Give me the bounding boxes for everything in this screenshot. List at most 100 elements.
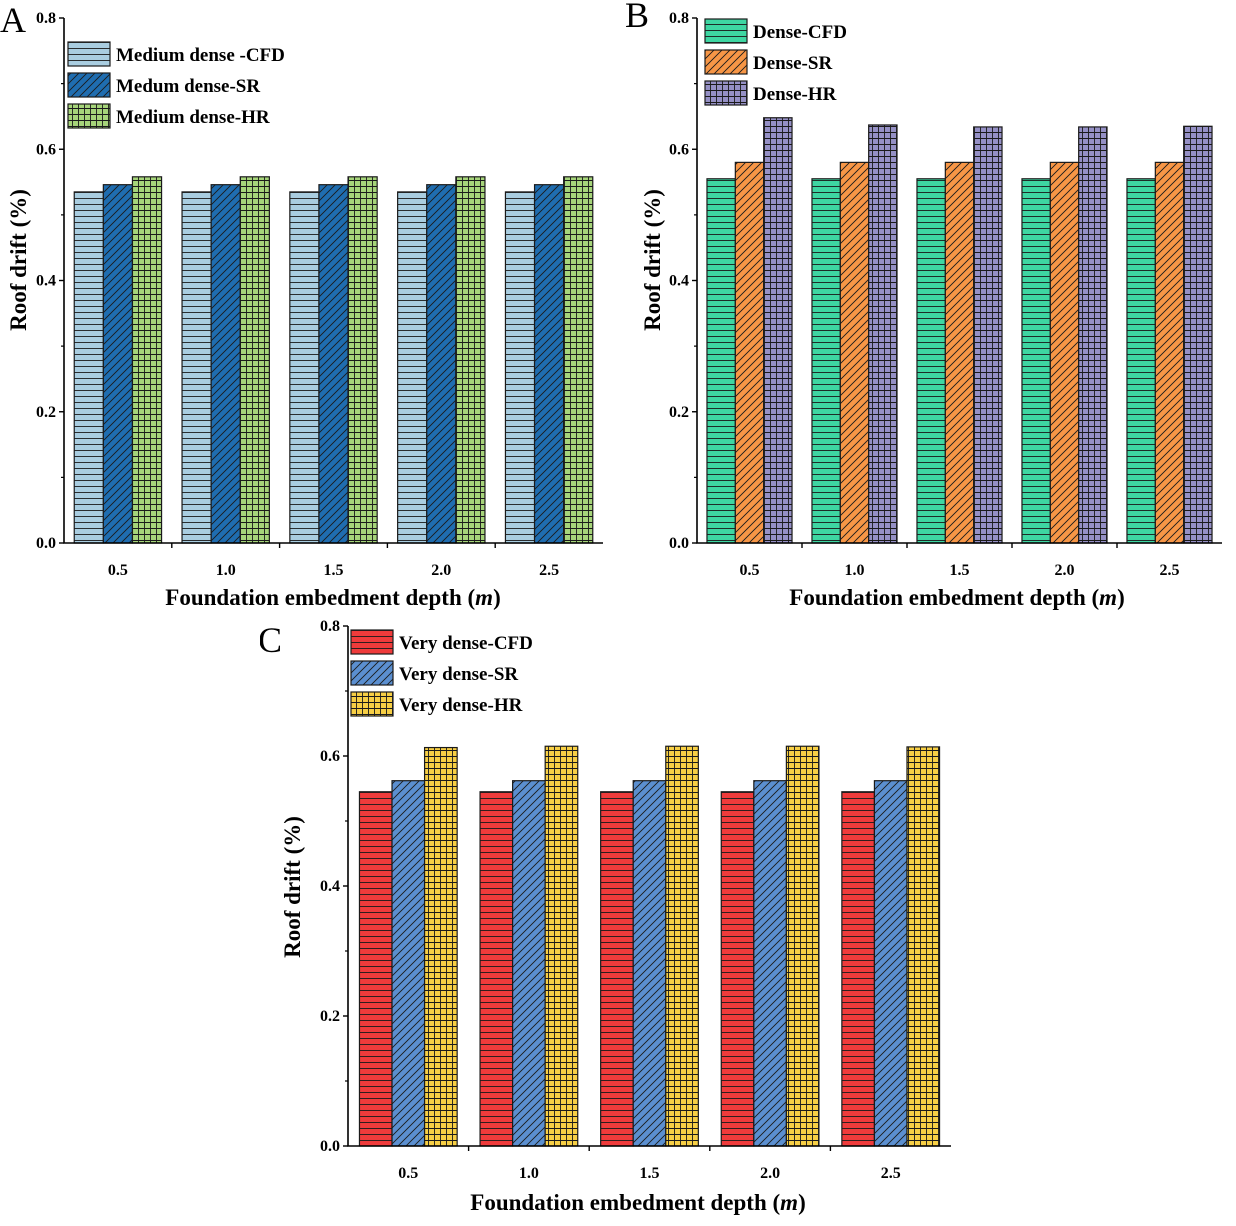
bar-b-s1-c4 <box>1154 161 1185 544</box>
legend-label-c-2: Very dense-HR <box>399 695 523 716</box>
bar-c-s1-c4 <box>873 780 908 1147</box>
bar-a-s1-c4 <box>533 184 565 544</box>
x-tick-label-c-1: 1.0 <box>519 1165 539 1182</box>
bar-b-s1-c1 <box>839 161 870 544</box>
bar-b-s2-c0 <box>763 117 793 544</box>
chart-panel-a: A 0.0 0.2 0.4 0.6 0.8 0.5 1.0 1.5 2.0 2.5 Foundatio… <box>0 0 620 615</box>
y-tick-label-a-4: 0.8 <box>36 10 56 27</box>
bar-b-s0-c4 <box>1126 178 1156 544</box>
legend-swatch-b-2 <box>704 80 748 106</box>
bar-c-s2-c3 <box>785 745 820 1147</box>
bar-a-s1-c1 <box>210 184 241 544</box>
bar-b-s2-c1 <box>868 124 898 544</box>
bar-a-s2-c0 <box>131 176 163 544</box>
x-tick-label-b-2: 1.5 <box>950 562 970 579</box>
x-tick-label-a-2: 1.5 <box>324 562 344 579</box>
y-tick-label-a-2: 0.4 <box>36 273 56 290</box>
bar-c-s2-c1 <box>544 745 579 1147</box>
bar-a-s2-c2 <box>347 176 378 544</box>
bar-a-s1-c2 <box>318 184 349 544</box>
x-tick-label-b-0: 0.5 <box>740 562 760 579</box>
legend-label-b-2: Dense-HR <box>753 84 837 105</box>
bar-b-s0-c3 <box>1021 178 1051 544</box>
x-axis-title-c: Foundation embedment depth (m) <box>470 1190 805 1215</box>
bar-c-s1-c1 <box>512 780 546 1147</box>
bar-a-s0-c0 <box>73 191 104 544</box>
x-tick-label-c-4: 2.5 <box>881 1165 901 1182</box>
x-tick-label-b-1: 1.0 <box>845 562 865 579</box>
legend-swatch-a-0 <box>67 41 111 67</box>
bar-c-s0-c2 <box>600 791 634 1147</box>
x-tick-label-c-2: 1.5 <box>640 1165 660 1182</box>
legend-label-c-1: Very dense-SR <box>399 664 518 685</box>
bar-c-s2-c4 <box>906 746 941 1147</box>
legend-swatch-b-1 <box>704 49 748 75</box>
bar-a-s2-c1 <box>239 176 270 544</box>
panel-letter-c: C <box>260 620 282 660</box>
y-tick-label-c-2: 0.4 <box>320 878 340 895</box>
y-tick-label-c-0: 0.0 <box>320 1138 340 1155</box>
bar-c-s0-c3 <box>720 791 755 1147</box>
bar-c-s0-c1 <box>479 791 514 1147</box>
y-tick-label-a-3: 0.6 <box>36 141 56 158</box>
y-tick-label-b-1: 0.2 <box>669 404 689 421</box>
bar-c-s0-c4 <box>841 791 876 1147</box>
y-tick-label-b-3: 0.6 <box>669 141 689 158</box>
bar-b-s1-c2 <box>944 161 975 544</box>
legend-label-c-0: Very dense-CFD <box>399 633 533 654</box>
bar-b-s1-c3 <box>1049 161 1080 544</box>
legend-label-a-1: Medum dense-SR <box>116 76 260 97</box>
bar-b-s0-c0 <box>706 178 736 544</box>
y-tick-label-a-0: 0.0 <box>36 535 56 552</box>
legend-label-b-0: Dense-CFD <box>753 22 847 43</box>
y-tick-label-b-4: 0.8 <box>669 10 689 27</box>
chart-panel-c: C 0.0 0.2 0.4 0.6 0.8 0.5 1.0 1.5 2.0 2.5 Foundatio… <box>258 612 980 1221</box>
legend-swatch-b-0 <box>704 18 748 44</box>
x-tick-label-c-3: 2.0 <box>760 1165 780 1182</box>
bar-a-s0-c1 <box>181 191 212 544</box>
bar-a-s1-c0 <box>102 184 134 544</box>
x-tick-label-a-3: 2.0 <box>431 562 451 579</box>
legend-swatch-c-0 <box>350 629 394 655</box>
bar-a-s2-c3 <box>455 176 486 544</box>
y-axis-title-b: Roof drift (%) <box>640 189 665 331</box>
y-tick-label-c-4: 0.8 <box>320 618 340 635</box>
legend-label-a-0: Medium dense -CFD <box>116 45 285 66</box>
bar-b-s0-c2 <box>916 178 946 544</box>
panel-letter-b: B <box>625 0 649 35</box>
x-tick-label-a-0: 0.5 <box>108 562 128 579</box>
y-tick-label-b-0: 0.0 <box>669 535 689 552</box>
x-axis-title-a: Foundation embedment depth (m) <box>165 585 500 610</box>
chart-panel-b: B 0.0 0.2 0.4 0.6 0.8 0.5 1.0 1.5 2.0 2.5 Foundatio… <box>620 0 1236 615</box>
chart-a-svg: A 0.0 0.2 0.4 0.6 0.8 0.5 1.0 1.5 2.0 2.5 Foundatio… <box>0 0 603 610</box>
x-tick-label-a-1: 1.0 <box>216 562 236 579</box>
bar-c-s1-c0 <box>391 780 426 1147</box>
x-tick-label-c-0: 0.5 <box>398 1165 418 1182</box>
bar-c-s1-c3 <box>753 780 787 1147</box>
bar-a-s0-c4 <box>504 191 536 544</box>
bar-a-s0-c3 <box>397 191 428 544</box>
x-tick-label-b-4: 2.5 <box>1160 562 1180 579</box>
legend-label-a-2: Medium dense-HR <box>116 107 270 128</box>
bar-a-s0-c2 <box>289 191 320 544</box>
chart-c-svg: C 0.0 0.2 0.4 0.6 0.8 0.5 1.0 1.5 2.0 2.5 Foundatio… <box>258 618 951 1215</box>
bar-b-s2-c4 <box>1183 125 1213 544</box>
bar-b-s2-c2 <box>973 126 1003 544</box>
y-tick-label-c-3: 0.6 <box>320 748 340 765</box>
y-axis-title-a: Roof drift (%) <box>6 189 31 331</box>
x-axis-title-b: Foundation embedment depth (m) <box>789 585 1124 610</box>
bar-c-s0-c0 <box>358 791 393 1147</box>
legend-swatch-c-1 <box>350 660 394 686</box>
x-tick-label-b-3: 2.0 <box>1055 562 1075 579</box>
bar-b-s1-c0 <box>734 161 765 544</box>
legend-swatch-a-2 <box>67 103 111 129</box>
legend-swatch-c-2 <box>350 691 394 717</box>
bar-c-s1-c2 <box>632 780 667 1147</box>
y-axis-title-c: Roof drift (%) <box>280 816 305 958</box>
y-tick-label-a-1: 0.2 <box>36 404 56 421</box>
legend-swatch-a-1 <box>67 72 111 98</box>
bar-a-s1-c3 <box>426 184 457 544</box>
bar-c-s2-c0 <box>423 746 458 1147</box>
y-tick-label-b-2: 0.4 <box>669 273 689 290</box>
bar-b-s0-c1 <box>811 178 841 544</box>
